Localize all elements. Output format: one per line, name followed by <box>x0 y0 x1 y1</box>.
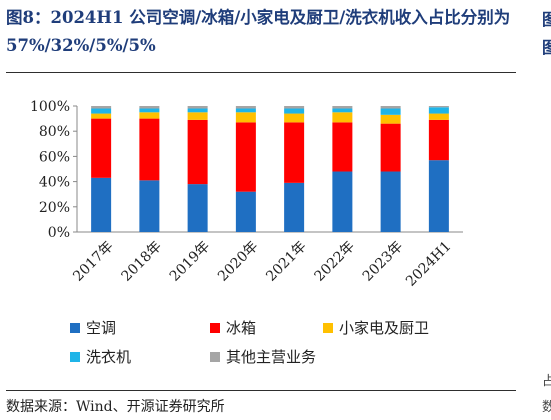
bar-segment <box>91 177 112 232</box>
legend-label: 冰箱 <box>226 319 256 337</box>
legend-swatch <box>70 323 80 333</box>
bar-segment <box>235 106 256 109</box>
bar-segment <box>139 118 160 181</box>
bar-segment <box>235 108 256 113</box>
bar-segment <box>380 106 401 109</box>
bar-segment <box>139 106 160 109</box>
bar-segment <box>91 108 112 114</box>
bar-segment <box>332 122 353 172</box>
bar-segment <box>428 119 449 161</box>
legend-swatch <box>323 323 333 333</box>
bar-segment <box>139 180 160 232</box>
legend-swatch <box>210 352 220 362</box>
bar-segment <box>91 113 112 119</box>
bar-segment <box>235 122 256 192</box>
clipped-glyph: 图 <box>542 10 551 29</box>
x-tick-label: 2022年 <box>312 238 358 284</box>
legend-swatch <box>70 352 80 362</box>
legend-label: 空调 <box>86 319 116 337</box>
y-tick-label: 60% <box>39 149 70 165</box>
x-tick-label: 2018年 <box>119 238 165 284</box>
clipped-glyph: 占 <box>542 374 551 389</box>
figure-title: 图8：2024H1 公司空调/冰箱/小家电及厨卫/洗衣机收入占比分别为 57%/… <box>6 8 511 55</box>
bar-segment <box>139 112 160 119</box>
bar-segment <box>284 182 305 232</box>
x-tick-label: 2017年 <box>70 238 116 284</box>
bar-segment <box>187 108 208 113</box>
bar-segment <box>284 106 305 109</box>
bar-segment <box>332 112 353 123</box>
legend-label: 小家电及厨卫 <box>339 319 429 337</box>
bar-segment <box>428 160 449 232</box>
x-tick-label: 2023年 <box>360 238 406 284</box>
bottom-rule <box>6 390 516 391</box>
clipped-glyph: 数 <box>542 400 551 415</box>
bar-segment <box>235 112 256 123</box>
bar-segment <box>91 118 112 178</box>
y-tick-label: 0% <box>48 225 70 241</box>
y-tick-label: 80% <box>39 124 70 140</box>
bar-segment <box>380 171 401 232</box>
bar-segment <box>380 123 401 172</box>
bar-segment <box>187 112 208 120</box>
bar-segment <box>235 191 256 232</box>
legend-swatch <box>210 323 220 333</box>
bar-segment <box>187 119 208 185</box>
x-tick-label: 2024H1 <box>403 238 454 289</box>
bar-segment <box>332 108 353 113</box>
bar-segment <box>380 114 401 124</box>
bar-segment <box>428 107 449 114</box>
bar-segment <box>332 106 353 109</box>
bar-segment <box>380 108 401 115</box>
x-tick-label: 2019年 <box>167 238 213 284</box>
bar-segment <box>284 108 305 114</box>
bar-segment <box>187 106 208 109</box>
bar-segment <box>139 108 160 113</box>
y-tick-label: 40% <box>39 175 70 191</box>
x-tick-label: 2021年 <box>263 238 309 284</box>
top-rule <box>6 72 516 73</box>
legend-label: 洗衣机 <box>86 348 131 366</box>
y-tick-label: 20% <box>39 200 70 216</box>
bar-segment <box>284 113 305 123</box>
bar-segment <box>428 106 449 108</box>
bar-segment <box>428 113 449 120</box>
legend-label: 其他主营业务 <box>226 348 316 366</box>
bar-segment <box>332 171 353 232</box>
clipped-glyph: 图 <box>542 38 551 57</box>
bar-segment <box>91 106 112 109</box>
source-note: 数据来源：Wind、开源证券研究所 <box>6 399 225 415</box>
bar-segment <box>187 184 208 232</box>
y-tick-label: 100% <box>30 99 70 115</box>
bar-segment <box>284 122 305 183</box>
clipped-right-column: 图 图 占 数 <box>541 0 551 420</box>
x-tick-label: 2020年 <box>215 238 261 284</box>
